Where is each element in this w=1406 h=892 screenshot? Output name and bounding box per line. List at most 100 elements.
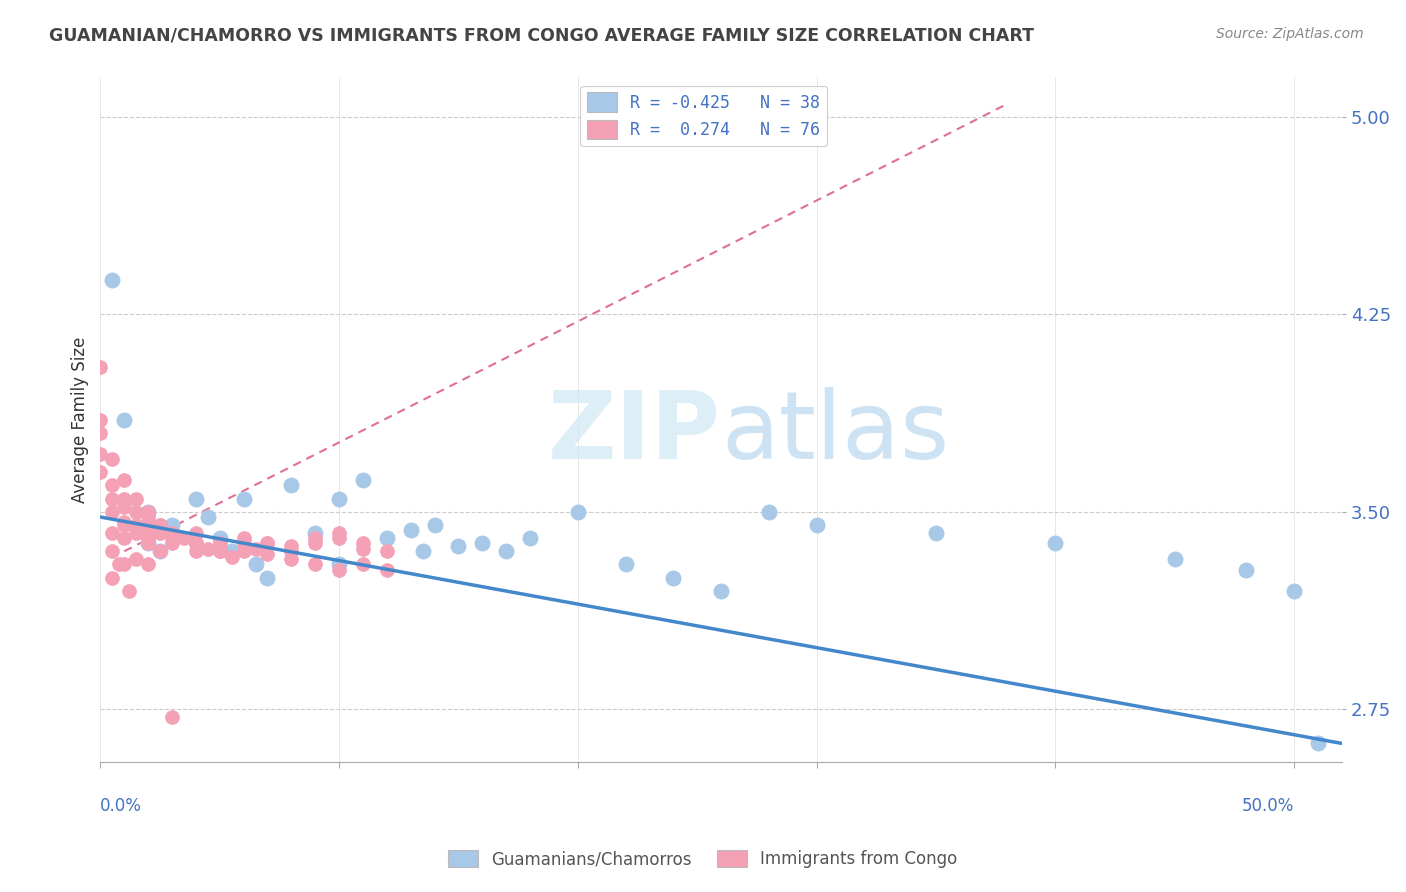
Point (232, 544, 254, 558)
Point (280, 552, 302, 566)
Point (184, 536, 207, 550)
Point (328, 491, 350, 506)
Point (149, 517, 172, 532)
Point (208, 544, 231, 558)
Point (173, 531, 195, 545)
Point (89, 465, 111, 479)
Text: GUAMANIAN/CHAMORRO VS IMMIGRANTS FROM CONGO AVERAGE FAMILY SIZE CORRELATION CHAR: GUAMANIAN/CHAMORRO VS IMMIGRANTS FROM CO… (49, 27, 1035, 45)
Point (112, 412, 135, 426)
Point (160, 517, 183, 532)
Point (375, 544, 398, 558)
Point (1282, 583, 1305, 598)
Point (184, 491, 207, 506)
Point (101, 525, 124, 540)
Point (304, 558, 326, 572)
Y-axis label: Average Family Size: Average Family Size (72, 336, 89, 503)
Point (149, 517, 172, 532)
Point (108, 558, 131, 572)
Legend: Guamanians/Chamorros, Immigrants from Congo: Guamanians/Chamorros, Immigrants from Co… (441, 843, 965, 875)
Point (280, 539, 302, 553)
Point (232, 536, 254, 550)
Point (136, 510, 159, 524)
Point (160, 536, 183, 550)
Point (471, 536, 494, 550)
Text: 50.0%: 50.0% (1241, 797, 1294, 814)
Point (149, 544, 172, 558)
Point (149, 520, 172, 534)
Point (245, 541, 267, 556)
Point (160, 525, 183, 540)
Point (328, 531, 350, 545)
Point (197, 541, 219, 556)
Point (101, 273, 124, 287)
Legend: R = -0.425   N = 38, R =  0.274   N = 76: R = -0.425 N = 38, R = 0.274 N = 76 (581, 86, 827, 146)
Point (118, 583, 141, 598)
Point (101, 452, 124, 467)
Point (89, 412, 111, 426)
Point (89, 425, 111, 440)
Point (208, 544, 231, 558)
Point (112, 516, 135, 530)
Point (256, 536, 278, 550)
Point (89, 447, 111, 461)
Point (758, 505, 780, 519)
Point (806, 517, 828, 532)
Point (136, 531, 159, 545)
Point (132, 520, 155, 534)
Point (256, 536, 278, 550)
Point (447, 539, 470, 553)
Point (136, 505, 159, 519)
Point (328, 558, 350, 572)
Point (1306, 736, 1329, 750)
Point (112, 500, 135, 514)
Point (112, 558, 135, 572)
Text: Source: ZipAtlas.com: Source: ZipAtlas.com (1216, 27, 1364, 41)
Point (89, 359, 111, 374)
Point (412, 544, 434, 558)
Point (136, 520, 159, 534)
Point (149, 544, 172, 558)
Point (197, 510, 219, 524)
Point (245, 558, 267, 572)
Point (232, 531, 254, 545)
Point (101, 544, 124, 558)
Point (160, 531, 183, 545)
Point (1234, 563, 1257, 577)
Point (184, 536, 207, 550)
Point (352, 536, 374, 550)
Point (256, 571, 278, 585)
Point (184, 536, 207, 550)
Point (125, 552, 148, 566)
Point (352, 541, 374, 556)
Point (567, 505, 589, 519)
Point (149, 525, 172, 540)
Point (495, 544, 517, 558)
Point (160, 525, 183, 540)
Text: atlas: atlas (721, 387, 949, 479)
Point (112, 531, 135, 545)
Point (221, 549, 243, 564)
Point (125, 517, 148, 532)
Point (208, 541, 231, 556)
Point (352, 473, 374, 487)
Point (112, 517, 135, 532)
Point (160, 710, 183, 724)
Point (208, 531, 231, 545)
Point (101, 571, 124, 585)
Point (184, 544, 207, 558)
Point (101, 491, 124, 506)
Point (125, 491, 148, 506)
Point (136, 536, 159, 550)
Point (232, 491, 254, 506)
Point (208, 536, 231, 550)
Point (125, 525, 148, 540)
Point (352, 558, 374, 572)
Point (112, 473, 135, 487)
Point (399, 523, 422, 537)
Point (614, 558, 637, 572)
Point (125, 505, 148, 519)
Point (662, 571, 685, 585)
Point (304, 525, 326, 540)
Point (112, 491, 135, 506)
Point (328, 563, 350, 577)
